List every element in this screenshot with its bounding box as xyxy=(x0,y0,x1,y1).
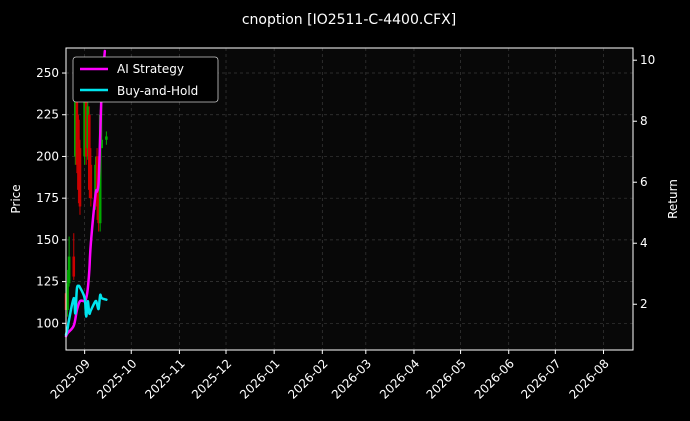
y2-tick-label: 2 xyxy=(640,297,648,311)
ai-strategy-line xyxy=(64,49,107,338)
y-tick-label: 125 xyxy=(36,275,59,289)
candle-body xyxy=(105,136,108,140)
grid xyxy=(66,48,633,350)
buy-and-hold-line xyxy=(64,284,108,336)
candle-body xyxy=(78,148,82,207)
candle-body xyxy=(83,89,86,157)
y2-tick-label: 8 xyxy=(640,114,648,128)
legend-box xyxy=(72,56,219,103)
candle-body xyxy=(74,98,77,157)
candle-body xyxy=(88,114,91,190)
y2-axis-title: Return xyxy=(666,179,680,219)
candle-body xyxy=(77,119,80,190)
candle-body xyxy=(84,98,88,157)
y2-tick-label: 4 xyxy=(640,236,648,250)
candle-body xyxy=(100,139,104,149)
y-tick-label: 200 xyxy=(36,149,59,163)
candle-body xyxy=(89,164,93,199)
y-tick-label: 250 xyxy=(36,66,59,80)
chart-title: cnoption [IO2511-C-4400.CFX] xyxy=(242,12,456,28)
legend-label-ai-strategy: AI Strategy xyxy=(117,62,184,76)
candle-body xyxy=(86,106,90,149)
candle-body xyxy=(94,164,97,199)
candle-body xyxy=(67,256,71,284)
candle-body xyxy=(66,283,69,310)
candle-body xyxy=(95,156,99,207)
plot-frame xyxy=(65,47,634,351)
candle-body xyxy=(75,98,79,165)
legend-label-buy-and-hold: Buy-and-Hold xyxy=(117,84,198,98)
return-lines xyxy=(64,49,108,338)
candle-body xyxy=(72,256,76,277)
y-tick-label: 175 xyxy=(36,191,59,205)
y2-tick-label: 6 xyxy=(640,175,648,189)
y2-tick-label: 10 xyxy=(640,53,655,67)
y-tick-label: 100 xyxy=(36,316,59,330)
y-tick-label: 225 xyxy=(36,108,59,122)
y-axis-title: Price xyxy=(9,184,23,213)
y-tick-label: 150 xyxy=(36,233,59,247)
candle-body xyxy=(97,198,100,224)
legend: AI Strategy Buy-and-Hold xyxy=(72,56,219,103)
